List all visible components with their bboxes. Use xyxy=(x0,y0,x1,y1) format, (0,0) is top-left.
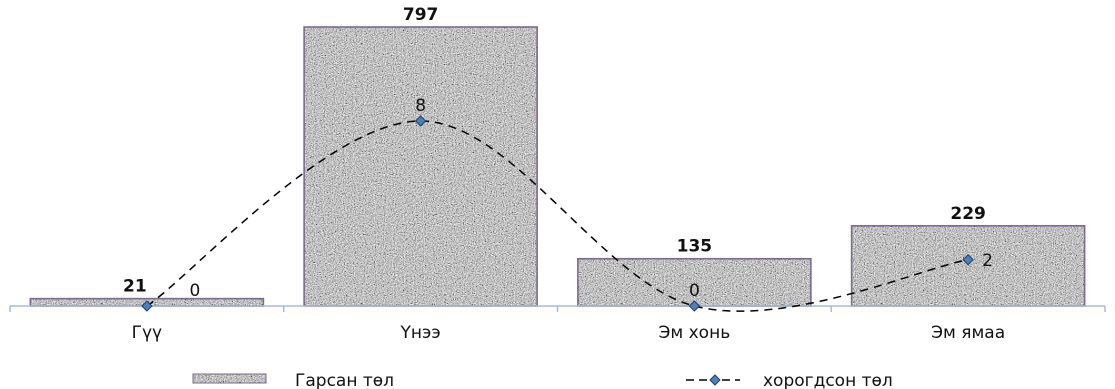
line-point-diamond-icon xyxy=(414,115,427,127)
bar-texture-3 xyxy=(850,225,1086,307)
line-point-diamond-icon xyxy=(688,300,701,312)
category-label: Эм ямаа xyxy=(931,323,1005,343)
series-line-хорогдсон-төл xyxy=(146,120,969,312)
bar-texture-2 xyxy=(577,257,812,307)
legend-swatch-bar xyxy=(192,373,267,384)
bar-value-label: 135 xyxy=(677,237,713,257)
legend-swatch-diamond-icon xyxy=(709,374,721,386)
category-label: Эм хонь xyxy=(659,323,731,343)
line-value-labels: 0 8 0 2 xyxy=(189,96,992,301)
bar-value-label: 797 xyxy=(403,5,439,25)
line-value-label: 8 xyxy=(415,96,426,116)
x-axis-ticks xyxy=(9,306,1106,312)
line-point-diamond-icon xyxy=(962,254,974,266)
legend-label-line: хорогдсон төл xyxy=(763,371,893,389)
category-label: Гүү xyxy=(132,323,163,343)
legend: Гарсан төл хорогдсон төл xyxy=(192,371,893,389)
category-label: Үнээ xyxy=(400,323,441,343)
category-labels: Гүү Үнээ Эм хонь Эм ямаа xyxy=(132,323,1006,343)
line-value-label: 0 xyxy=(689,281,700,301)
bars-layer xyxy=(29,26,1086,307)
line-point-diamond-icon xyxy=(141,300,153,312)
line-value-label: 2 xyxy=(982,251,993,271)
bar-value-labels: 21 797 135 229 xyxy=(123,5,986,297)
line-value-label: 0 xyxy=(189,281,200,301)
bar-texture-1 xyxy=(303,26,538,307)
line-markers xyxy=(141,115,974,312)
bar-value-label: 229 xyxy=(950,204,986,224)
bar-value-label: 21 xyxy=(123,277,147,297)
legend-label-bar: Гарсан төл xyxy=(295,371,394,389)
